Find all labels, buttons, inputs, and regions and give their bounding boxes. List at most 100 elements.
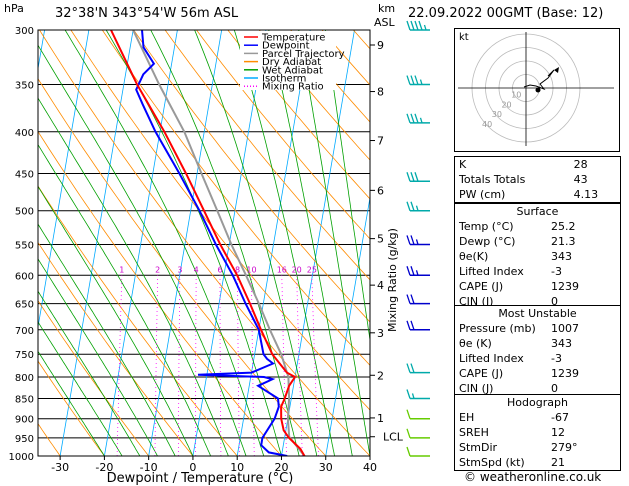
wind-barb-full [410, 20, 415, 31]
stat-row: θe(K) 343 [455, 249, 620, 264]
pressure-tick-label: 900 [15, 415, 34, 426]
wind-barb-full [414, 75, 419, 85]
wind-barb-half [419, 117, 423, 124]
stat-label: θe(K) [459, 250, 489, 263]
location-title: 32°38'N 343°54'W 56m ASL [55, 6, 239, 21]
dry-adiabat [38, 185, 238, 456]
surface-title: Surface [516, 205, 559, 218]
mixing-ratio-label: 2 [155, 265, 160, 274]
mixing-ratio-label: 20 [292, 265, 302, 274]
stat-row: EH -67 [455, 410, 620, 425]
surface-panel: Surface Temp (°C) 25.2 Dewp (°C) 21.3 θe(K) 3… [454, 203, 621, 310]
wind-barb-full [414, 20, 419, 31]
height-tick-label: 3 [377, 327, 384, 340]
height-tick-label: 4 [377, 279, 384, 292]
wind-barb-full [406, 172, 411, 182]
wind-barb-full [410, 75, 415, 85]
height-tick-label: 9 [377, 39, 384, 52]
wind-barb-full [406, 363, 411, 373]
legend-entry: Temperature [261, 33, 325, 44]
x-tick-label: -20 [95, 461, 113, 474]
height-tick-label: 8 [377, 86, 384, 99]
isotherm-line [59, 30, 134, 456]
wind-barb-full [414, 172, 419, 182]
isotherm-line [236, 30, 311, 456]
pressure-tick-label: 750 [15, 350, 34, 361]
mixing-ratio-label: 25 [307, 265, 317, 274]
stat-label: StmSpd (kt) [459, 456, 525, 469]
wet-adiabat [194, 30, 318, 456]
stat-row: θe (K) 343 [455, 336, 620, 351]
wind-barb-full [410, 363, 415, 373]
stat-label: CIN (J) [459, 295, 494, 308]
wind-barb-half [419, 79, 423, 85]
stat-row: CAPE (J) 1239 [455, 279, 620, 294]
pressure-tick-label: 700 [15, 326, 34, 337]
legend-entry: Parcel Trajectory [262, 49, 345, 60]
wet-adiabat [38, 185, 194, 456]
wind-barb-half [411, 393, 415, 399]
stat-label: StmDir [459, 441, 498, 454]
parcel-trajectory [132, 30, 306, 456]
legend-entry: Isotherm [262, 74, 306, 85]
stat-row: StmDir 279° [455, 440, 620, 455]
index-label: K [459, 158, 467, 171]
dry-adiabat [258, 30, 370, 161]
wind-barb-half [423, 24, 427, 31]
wind-barb-full [406, 113, 411, 124]
legend-entry: Wet Adiabat [262, 65, 323, 76]
indices-table: K 28 Totals Totals 43 PW (cm) 4.13 [454, 156, 621, 203]
height-unit-asl: ASL [374, 16, 395, 29]
x-tick-label: -30 [51, 461, 69, 474]
stat-label: Pressure (mb) [459, 322, 536, 335]
stat-row: Lifted Index -3 [455, 264, 620, 279]
wind-barb-full [406, 389, 411, 399]
hodograph-stats-panel: Hodograph EH -67 SREH 12 StmDir 279° StmSpd (k… [454, 394, 621, 471]
stat-row: SREH 12 [455, 425, 620, 440]
wind-barb-half [415, 270, 419, 276]
stat-label: SREH [459, 426, 489, 439]
height-tick-label: 7 [377, 135, 384, 148]
mixing-ratio-label: 8 [235, 265, 240, 274]
x-tick-label: 0 [189, 461, 196, 474]
dry-adiabat [38, 360, 105, 456]
wind-barb [406, 20, 430, 31]
wet-adiabat [38, 223, 176, 456]
stat-value: 1239 [551, 367, 579, 380]
hodograph-trace [523, 69, 555, 91]
stat-label: θe (K) [459, 337, 492, 350]
index-value: 4.13 [573, 188, 599, 201]
dry-adiabat [38, 241, 194, 456]
height-tick-label: LCL [383, 431, 404, 444]
mixing-ratio-line [178, 275, 181, 456]
stat-label: CAPE (J) [459, 367, 504, 380]
stat-label: Dewp (°C) [459, 235, 516, 248]
stat-value: 343 [551, 337, 572, 350]
height-tick-label: 2 [377, 369, 384, 382]
wind-barb-full [406, 294, 411, 304]
index-row: PW (cm) 4.13 [455, 187, 621, 203]
mixing-ratio-axis-label: Mixing Ratio (g/kg) [386, 228, 399, 332]
legend-background [240, 31, 336, 90]
dry-adiabat [133, 30, 370, 323]
mixing-ratio-line [116, 275, 123, 456]
mixing-ratio-line [296, 275, 303, 456]
x-tick-label: -10 [140, 461, 158, 474]
pressure-tick-label: 650 [15, 300, 34, 311]
x-tick-label: 30 [319, 461, 333, 474]
wind-barb-full [410, 201, 415, 211]
height-tick-label: 5 [377, 233, 384, 246]
most-unstable-title: Most Unstable [498, 307, 577, 320]
wind-barb-full [406, 446, 411, 457]
stat-value: 12 [551, 426, 565, 439]
wet-adiabat [105, 30, 282, 456]
mixing-ratio-label: 1 [119, 265, 124, 274]
stat-row: CIN (J) 0 [455, 381, 620, 396]
stat-row: CAPE (J) 1239 [455, 366, 620, 381]
stat-value: -3 [551, 265, 562, 278]
wind-barb [406, 389, 430, 400]
mixing-ratio-line [251, 275, 255, 456]
hodograph-ring-label: 30 [492, 110, 502, 119]
index-label: PW (cm) [459, 188, 506, 201]
